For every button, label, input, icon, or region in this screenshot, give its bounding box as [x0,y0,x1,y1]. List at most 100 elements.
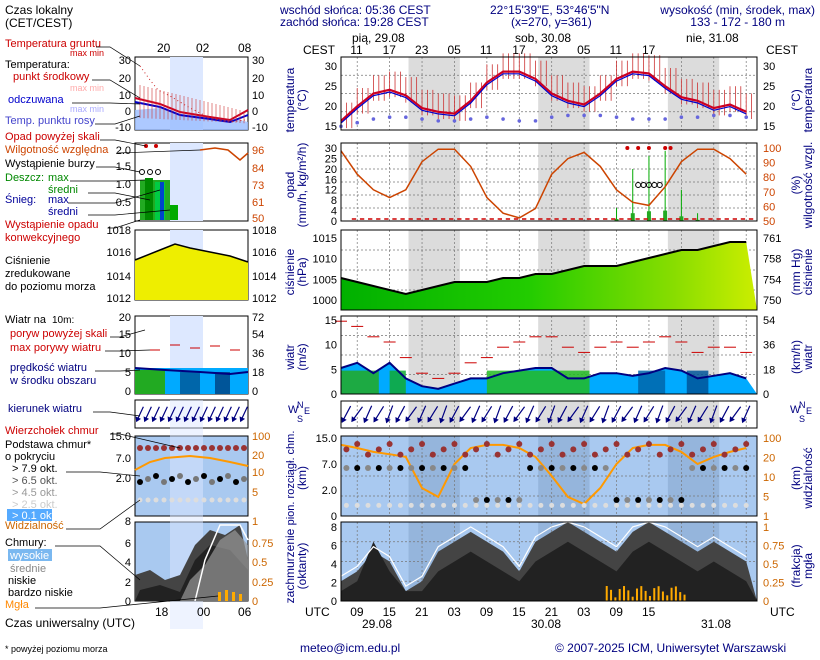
precip-above-marker [625,146,630,150]
cloud-top-dot [527,451,534,458]
legend-wind-arrow-icon [239,406,248,423]
hour-label: 15 [383,605,397,619]
wind-speed-band [638,370,666,394]
date-label: 29.08 [362,617,392,631]
dew-point-dot [614,115,619,120]
cloud-base-dot [365,502,371,508]
cloud-base-dot [668,502,674,508]
compass-w: W [288,404,299,416]
wind-arrow-icon [621,406,634,423]
legend-cloud-top-dot [193,445,199,451]
cloud-base-dot [365,465,372,471]
cloud-base-dot [451,465,458,471]
legend-feels: odczuwana [8,94,65,106]
hour-label: 09 [480,605,494,619]
dir-panel-border [340,400,758,429]
legend-wind-dir: kierunek wiatru [8,403,82,415]
press-panel-border [340,229,758,311]
cloud-top-dot [419,441,426,447]
storm-marker [656,182,663,188]
axis-tick: 15 [325,315,337,327]
wind-arrow-icon [697,406,709,423]
axis-tick: 20 [119,312,131,324]
fog-bar [618,588,621,601]
legend-cloud-base-dot [161,479,167,485]
axis-tick: 20 [325,101,337,113]
cloud-base-dot [527,465,534,471]
wind-axis-label-r: wiatr [801,344,815,370]
fog-bar [631,596,634,601]
cest-label: CEST [303,43,336,57]
main-panels: 3025201530252015302520161284010090807060… [313,53,784,608]
legend-max-min2: max min [70,83,104,93]
axis-tick: 761 [763,233,781,245]
axis-tick: 1018 [252,225,276,237]
legend-pressure-label2: zredukowane [5,268,70,280]
axis-tick: 15.0 [110,431,131,443]
axis-tick: 50 [252,213,264,225]
cloud-base-dot [505,497,512,503]
axis-tick: 0 [125,106,131,118]
axis-tick: 25 [325,153,337,165]
email-link[interactable]: meteo@icm.edu.pl [300,641,400,655]
visibility-axis-label: widzialność [801,447,815,509]
temp-axis-label: temperatura [283,67,297,132]
legend-cloud-top-dot [161,445,167,451]
hour-label: 09 [610,605,624,619]
legend-cloud-base-dot [185,479,191,485]
wind-arrow-icon [439,405,448,424]
precip-above-marker [663,146,668,150]
legend-cloud-base-dot [193,476,199,482]
axis-tick: 1014 [107,271,131,283]
legend-cloud-mid: średnie [10,563,46,575]
legend-cloud-base-dot [137,479,143,485]
cloud-base-dot [419,465,426,471]
precip-mean-bar [695,219,700,221]
axis-tick: 0 [252,386,258,398]
header: wschód słońca: 05:36 CEST zachód słońca:… [279,3,815,29]
cloud-extent-axis-unit: (km) [295,466,309,490]
legend-cloud-base-dot [153,473,159,479]
hour-label: 21 [415,605,429,619]
wind-panel-border [340,315,758,395]
fog-bar [683,594,686,601]
dew-point-dot [647,117,651,121]
legend-wind-arrow-icon [207,406,216,423]
height-title: wysokość (min, środek, max) [659,3,815,17]
cloud-base-dot [570,465,577,471]
axis-tick: 30 [325,143,337,155]
cloud-base-dot [721,465,728,471]
cloud-top-dot [667,446,674,453]
wind-arrow-icon [459,406,472,423]
fog-bar [610,589,613,601]
axis-tick: 1012 [252,293,276,305]
axis-tick: 2.0 [116,473,131,485]
axis-tick: 1012 [107,293,131,305]
wind-arrow-icon [709,405,718,424]
pressure-axis-label: ciśnienie [283,248,297,295]
panel-axis-labels: temperatura (°C) (°C) temperatura opad (… [283,67,815,603]
legend-cloud-base-dot [225,473,231,479]
legend-gust-above: poryw powyżej skali [10,328,107,340]
cloud-base-dot [646,502,652,508]
hour-label: 11 [610,43,623,57]
legend-cloud-top-dot [233,445,239,451]
axis-tick: 5 [331,364,337,376]
legend-wind-arrow-icon [159,406,168,423]
fog-bar [640,586,643,601]
cloud-base-dot [397,465,404,471]
precip-axis-label: opad [283,172,297,199]
very-low-cloud-area [341,541,757,601]
hour-label: 03 [447,605,461,619]
night-band [408,401,460,428]
legend-connectors [35,46,219,609]
wind-arrow-icon [427,406,439,423]
legend-cloud-base-dot [209,497,215,503]
axis-tick: 2.0 [322,485,337,497]
axis-tick: 10 [252,467,264,479]
cloud-base-dot [743,502,749,508]
copyright-text: © 2007-2025 ICM, Uniwersytet Warszawski [555,641,786,655]
cloud-base-dot [602,465,609,471]
wind-arrow-icon [363,405,373,424]
dew-point-dot [371,117,376,121]
